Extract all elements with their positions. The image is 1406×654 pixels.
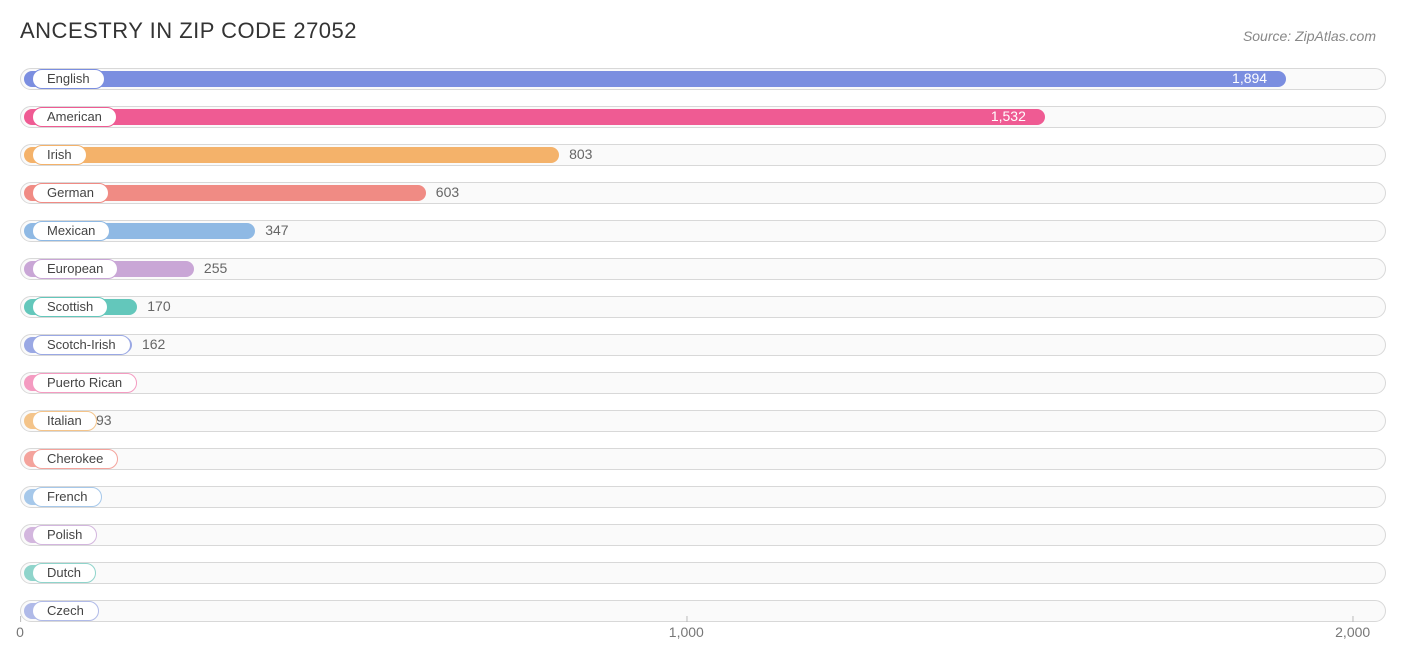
bar-label-pill: Czech [32, 601, 99, 621]
bar-track [20, 524, 1386, 546]
axis-tick: 1,000 [669, 624, 704, 640]
bar-value: 255 [204, 260, 227, 276]
bar-row: Czech49 [20, 594, 1386, 628]
bar-label-pill: Polish [32, 525, 97, 545]
bar-row: German 603 [20, 176, 1386, 210]
bar-track [20, 562, 1386, 584]
bar-row: Polish65 [20, 518, 1386, 552]
bar-track [20, 410, 1386, 432]
bar-label-pill: English [32, 69, 105, 89]
bar-value: 1,894 [1232, 70, 1267, 86]
bar-value: 1,532 [991, 108, 1026, 124]
bar-fill [24, 109, 1045, 125]
bar-track [20, 334, 1386, 356]
bar-value: 162 [142, 336, 165, 352]
bar-label-pill: German [32, 183, 109, 203]
bar-row: Dutch59 [20, 556, 1386, 590]
bar-row: English 1,894 [20, 62, 1386, 96]
bar-row: European 255 [20, 252, 1386, 286]
bar-value: 803 [569, 146, 592, 162]
bar-row: Scottish 170 [20, 290, 1386, 324]
plot-area: English 1,894 American 1,532 Irish 803 German 6… [20, 62, 1386, 622]
bar-value: 347 [265, 222, 288, 238]
ancestry-chart: ANCESTRY IN ZIP CODE 27052 Source: ZipAt… [0, 0, 1406, 644]
bar-label-pill: American [32, 107, 117, 127]
bar-label-pill: Italian [32, 411, 97, 431]
axis-tick: 0 [16, 624, 24, 640]
bar-label-pill: French [32, 487, 102, 507]
bar-fill [24, 147, 559, 163]
bar-label-pill: Cherokee [32, 449, 118, 469]
bar-row: Mexican 347 [20, 214, 1386, 248]
bar-label-pill: Irish [32, 145, 87, 165]
bar-row: French70 [20, 480, 1386, 514]
bar-label-pill: Dutch [32, 563, 96, 583]
x-axis: 01,0002,000 [20, 624, 1386, 654]
bar-track [20, 486, 1386, 508]
axis-tick: 2,000 [1335, 624, 1370, 640]
bar-value: 603 [436, 184, 459, 200]
bar-row: Scotch-Irish 162 [20, 328, 1386, 362]
source-credit: Source: ZipAtlas.com [1243, 28, 1376, 44]
bar-value: 93 [96, 412, 112, 428]
chart-title: ANCESTRY IN ZIP CODE 27052 [20, 18, 1386, 44]
bar-value: 170 [147, 298, 170, 314]
bar-label-pill: Scotch-Irish [32, 335, 131, 355]
bar-track [20, 448, 1386, 470]
bar-row: Italian93 [20, 404, 1386, 438]
bar-track [20, 296, 1386, 318]
bar-row: Puerto Rican119 [20, 366, 1386, 400]
bar-label-pill: Scottish [32, 297, 108, 317]
bar-row: Cherokee70 [20, 442, 1386, 476]
bar-track [20, 600, 1386, 622]
bar-fill [24, 71, 1286, 87]
bar-label-pill: Mexican [32, 221, 110, 241]
bar-label-pill: European [32, 259, 118, 279]
bar-label-pill: Puerto Rican [32, 373, 137, 393]
bar-row: Irish 803 [20, 138, 1386, 172]
bar-row: American 1,532 [20, 100, 1386, 134]
bar-track [20, 372, 1386, 394]
